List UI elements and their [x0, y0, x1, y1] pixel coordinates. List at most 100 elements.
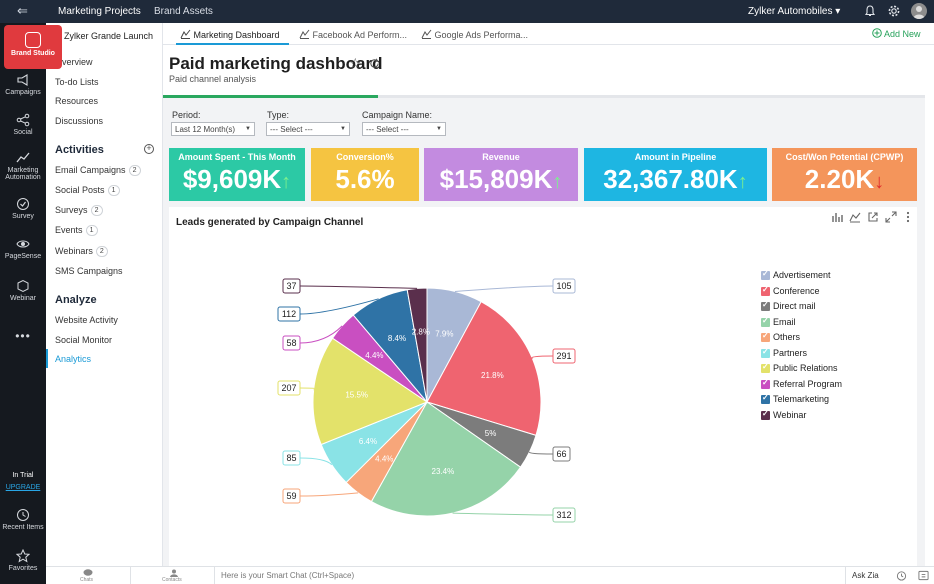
campaign-select[interactable]: --- Select --- ▼ [362, 122, 446, 136]
legend-checkbox-icon[interactable] [761, 409, 770, 420]
add-activity-icon[interactable]: + [144, 144, 154, 154]
sidebar-item-webinars[interactable]: Webinars 2 [55, 246, 108, 258]
brand-studio-button[interactable]: Brand Studio [4, 25, 62, 69]
rail-item-marketing-automation[interactable]: Marketing Automation [0, 151, 46, 181]
count-badge: 2 [90, 205, 103, 217]
upgrade-link[interactable]: UPGRADE [5, 484, 41, 491]
contacts-icon[interactable] [169, 569, 179, 577]
open-external-icon[interactable] [867, 211, 879, 223]
value-callout-box [282, 488, 301, 504]
sidebar-item-events[interactable]: Events 1 [55, 225, 98, 237]
legend-checkbox-icon[interactable] [761, 393, 770, 404]
sidebar-item-overview[interactable]: Overview [55, 57, 93, 67]
org-switcher[interactable]: Zylker Automobiles ▾ [748, 6, 841, 17]
sidebar-item-email-campaigns[interactable]: Email Campaigns 2 [55, 165, 141, 177]
bell-icon[interactable] [863, 4, 877, 18]
kpi-conversion[interactable]: Conversion% 5.6% [311, 148, 419, 201]
value-callout-box [552, 446, 571, 462]
contacts-label[interactable]: Contacts [162, 577, 182, 583]
value-callout-box [552, 278, 576, 294]
legend-checkbox-icon[interactable] [761, 331, 770, 342]
legend-checkbox-icon[interactable] [761, 378, 770, 389]
callout-line [299, 298, 379, 315]
legend-checkbox-icon[interactable] [761, 316, 770, 327]
kpi-revenue[interactable]: Revenue $15,809K↑ [424, 148, 578, 201]
project-sidebar: Zylker Grande Launch Overview To-do List… [46, 23, 163, 568]
chevron-down-icon: ▼ [436, 126, 442, 132]
divider [130, 567, 131, 584]
user-avatar[interactable] [911, 3, 927, 19]
legend-label: Telemarketing [773, 394, 830, 404]
legend-checkbox-icon[interactable] [761, 269, 770, 280]
bar-chart-icon[interactable] [831, 211, 843, 223]
favorite-star-icon[interactable]: ☆ [349, 55, 362, 71]
rail-item-pagesense[interactable]: PageSense [0, 237, 46, 260]
rail-item-social[interactable]: Social [0, 113, 46, 136]
rail-item-webinar[interactable]: Webinar [0, 279, 46, 302]
top-bar: ⇐ Marketing Projects Brand Assets Zylker… [0, 0, 934, 23]
count-badge: 1 [107, 185, 120, 197]
tab-google-ads-performance[interactable]: Google Ads Performa... [421, 29, 528, 40]
tab-marketing-dashboard[interactable]: Marketing Dashboard [180, 29, 280, 40]
legend-checkbox-icon[interactable] [761, 362, 770, 373]
kpi-amount-spent[interactable]: Amount Spent - This Month $9,609K↑ [169, 148, 305, 201]
page-subtitle: Paid channel analysis [169, 74, 257, 84]
star-icon [16, 549, 30, 563]
tab-marketing-projects[interactable]: Marketing Projects [58, 6, 141, 17]
rail-item-survey[interactable]: Survey [0, 197, 46, 220]
sidebar-item-website-activity[interactable]: Website Activity [55, 315, 118, 325]
trial-label: In Trial [12, 472, 34, 479]
sidebar-item-label: Webinars [55, 246, 93, 256]
refresh-icon[interactable] [369, 58, 380, 69]
ask-zia-button[interactable]: Ask Zia [852, 571, 879, 580]
avatar-image [913, 6, 925, 19]
callout-line [299, 285, 418, 289]
rail-item-campaigns[interactable]: Campaigns [0, 73, 46, 96]
sidebar-item-resources[interactable]: Resources [55, 96, 99, 106]
value-callout-box [552, 348, 576, 364]
sidebar-item-discussions[interactable]: Discussions [55, 116, 104, 126]
back-arrow-icon[interactable]: ⇐ [17, 3, 28, 18]
legend-checkbox-icon[interactable] [761, 285, 770, 296]
active-indicator [46, 349, 48, 368]
tab-label: Facebook Ad Perform... [312, 30, 408, 40]
project-name[interactable]: Zylker Grande Launch [64, 31, 154, 41]
chart-type-icon[interactable] [849, 211, 861, 223]
legend-label: Others [773, 332, 801, 342]
legend-checkbox-icon[interactable] [761, 347, 770, 358]
shield-clock-icon[interactable] [918, 570, 929, 581]
sidebar-item-social-monitor[interactable]: Social Monitor [55, 335, 113, 345]
more-vertical-icon[interactable] [902, 211, 914, 223]
trend-up-icon: ↑ [281, 171, 292, 193]
add-new-button[interactable]: Add New [872, 28, 921, 39]
expand-icon[interactable] [885, 211, 897, 223]
slice-value-label: 59 [286, 491, 296, 501]
chat-bubble-icon[interactable] [83, 569, 93, 577]
kpi-amount-in-pipeline[interactable]: Amount in Pipeline 32,367.80K↑ [584, 148, 767, 201]
tab-facebook-ad-performance[interactable]: Facebook Ad Perform... [299, 29, 407, 40]
more-icon[interactable]: ••• [15, 329, 31, 343]
divider [214, 567, 215, 584]
slice-value-label: 291 [556, 351, 571, 361]
alarm-clock-icon[interactable] [896, 570, 907, 581]
kpi-cpwp[interactable]: Cost/Won Potential (CPWP) 2.20K↓ [772, 148, 917, 201]
rail-item-recent-items[interactable]: Recent Items [0, 508, 46, 531]
type-select[interactable]: --- Select --- ▼ [266, 122, 350, 136]
sidebar-item-label: Surveys [55, 205, 88, 215]
rail-item-favorites[interactable]: Favorites [0, 549, 46, 572]
legend-checkbox-icon[interactable] [761, 300, 770, 311]
gear-icon[interactable] [887, 4, 901, 18]
sidebar-item-analytics[interactable]: Analytics [55, 354, 92, 364]
smart-chat-input[interactable]: Here is your Smart Chat (Ctrl+Space) [221, 571, 355, 580]
sidebar-item-todo-lists[interactable]: To-do Lists [55, 77, 99, 87]
rail-label-survey: Survey [12, 213, 34, 220]
sidebar-item-social-posts[interactable]: Social Posts 1 [55, 185, 120, 197]
pie-slice-email[interactable] [370, 401, 522, 517]
slice-percent-label: 7.9% [435, 329, 453, 338]
dashboard-icon [180, 29, 191, 39]
sidebar-item-sms-campaigns[interactable]: SMS Campaigns [55, 266, 123, 276]
tab-brand-assets[interactable]: Brand Assets [154, 6, 213, 17]
period-select[interactable]: Last 12 Month(s) ▼ [171, 122, 255, 136]
chats-label[interactable]: Chats [80, 577, 94, 583]
sidebar-item-surveys[interactable]: Surveys 2 [55, 205, 103, 217]
